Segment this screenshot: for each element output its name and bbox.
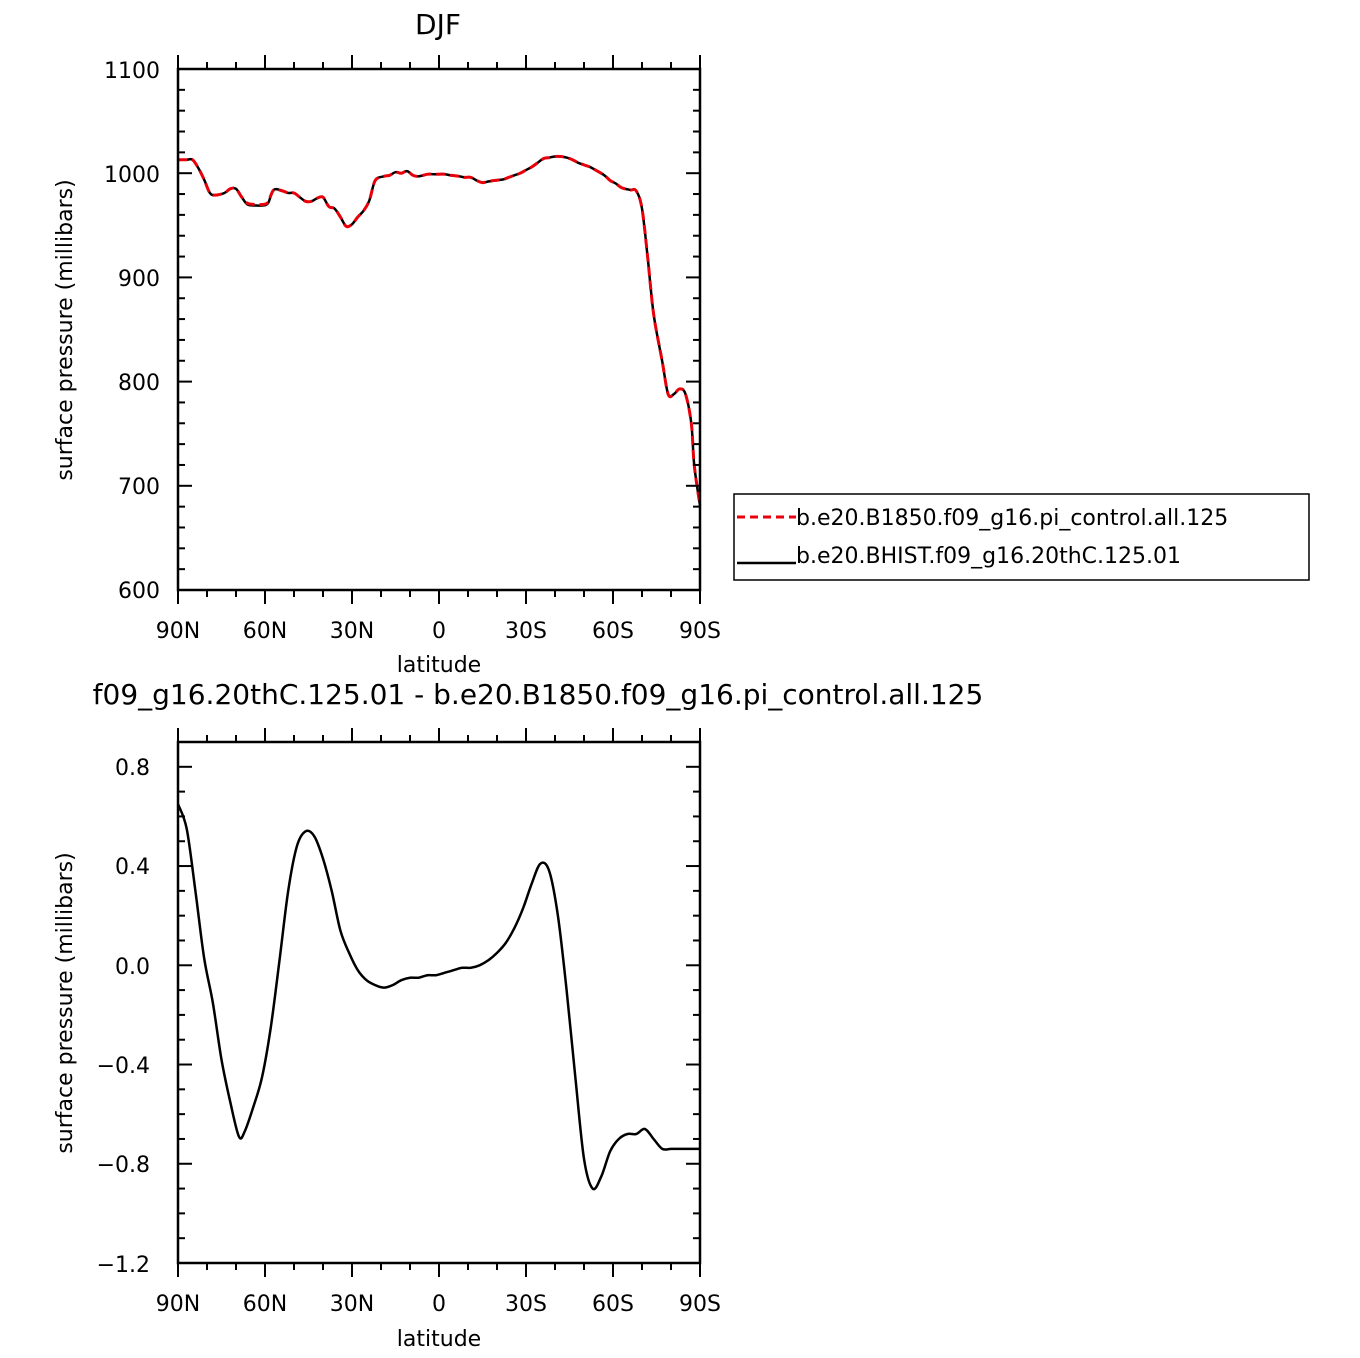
top-x-tick-label: 60S	[592, 619, 634, 644]
bottom-x-tick-label: 60S	[592, 1292, 634, 1317]
bottom-x-axis-label: latitude	[397, 1327, 481, 1352]
top-y-tick-label: 1100	[104, 59, 160, 84]
bottom-y-tick-label: −0.4	[97, 1054, 150, 1079]
top-series-line-0	[178, 154, 702, 506]
legend-box	[733, 493, 1310, 581]
top-curves	[178, 154, 702, 506]
top-series-line-1	[178, 155, 702, 506]
top-x-tick-label: 90N	[156, 619, 200, 644]
top-y-ticks	[178, 68, 700, 591]
top-plot-frame	[176, 67, 702, 592]
bottom-x-tick-label: 90N	[156, 1292, 200, 1317]
bottom-x-tick-label: 30S	[505, 1292, 547, 1317]
top-x-tick-label: 60N	[243, 619, 287, 644]
bottom-curves	[176, 803, 700, 1191]
top-x-ticks	[177, 55, 701, 604]
bottom-y-tick-label: −0.8	[97, 1153, 150, 1178]
top-x-tick-label: 30S	[505, 619, 547, 644]
top-y-tick-label: 700	[118, 475, 160, 500]
bottom-plot-frame	[176, 740, 702, 1265]
bottom-y-tick-label: 0.0	[115, 955, 150, 980]
bottom-x-tick-label: 90S	[679, 1292, 721, 1317]
top-chart-title: DJF	[415, 8, 461, 41]
bottom-y-ticks	[178, 741, 700, 1264]
bottom-chart-title: f09_g16.20thC.125.01 - b.e20.B1850.f09_g…	[93, 678, 984, 711]
bottom-x-tick-label: 60N	[243, 1292, 287, 1317]
bottom-x-tick-label: 0	[432, 1292, 446, 1317]
top-y-tick-label: 900	[118, 267, 160, 292]
bottom-panel: f09_g16.20thC.125.01 - b.e20.B1850.f09_g…	[53, 678, 983, 1352]
top-panel: DJF 1100 1000 900 800 700 600 90N 60N 30…	[53, 8, 721, 678]
bottom-y-tick-label: −1.2	[97, 1253, 150, 1278]
top-y-axis-label: surface pressure (millibars)	[53, 179, 78, 480]
legend: b.e20.B1850.f09_g16.pi_control.all.125 b…	[733, 493, 1310, 581]
top-x-tick-label: 0	[432, 619, 446, 644]
top-y-tick-label: 600	[118, 579, 160, 604]
bottom-x-ticks	[177, 728, 701, 1277]
top-x-axis-label: latitude	[397, 653, 481, 678]
top-x-tick-label: 30N	[330, 619, 374, 644]
bottom-series-line-0	[176, 803, 700, 1191]
top-y-tick-label: 800	[118, 371, 160, 396]
legend-label-control: b.e20.B1850.f09_g16.pi_control.all.125	[796, 506, 1228, 531]
bottom-y-tick-label: 0.8	[115, 756, 150, 781]
bottom-y-axis-label: surface pressure (millibars)	[53, 852, 78, 1153]
top-y-tick-label: 1000	[104, 163, 160, 188]
top-x-tick-label: 90S	[679, 619, 721, 644]
bottom-y-tick-label: 0.4	[115, 855, 150, 880]
bottom-x-tick-label: 30N	[330, 1292, 374, 1317]
legend-label-hist: b.e20.BHIST.f09_g16.20thC.125.01	[796, 544, 1181, 569]
